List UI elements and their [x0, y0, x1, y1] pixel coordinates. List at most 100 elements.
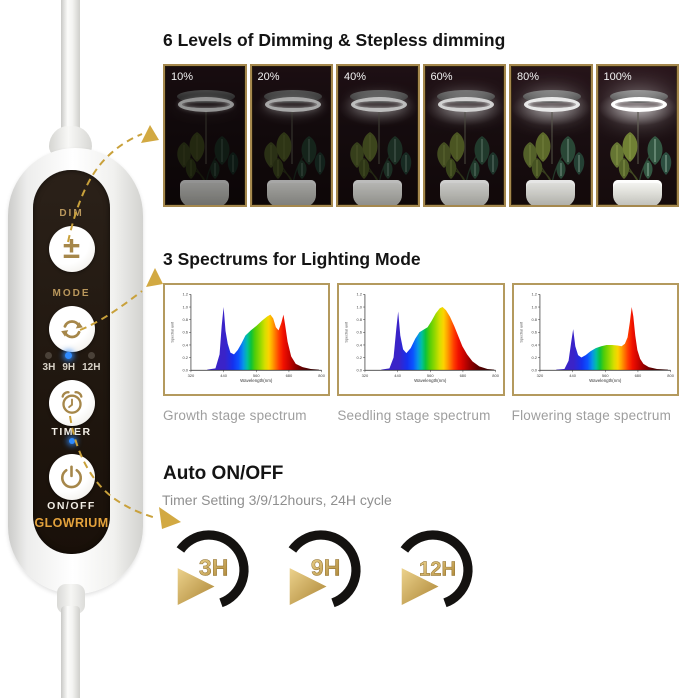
- svg-text:440: 440: [395, 373, 402, 378]
- power-cable-bottom: [61, 606, 80, 698]
- spectrum-chart-1: 0.0 0.2 0.4 0.6 0.8 1.0 1.2 320 440 560 680 800 Spe…: [337, 283, 505, 396]
- svg-text:Spectral unit: Spectral unit: [345, 321, 349, 343]
- svg-text:320: 320: [188, 373, 195, 378]
- dim-percent-label: 10%: [171, 71, 194, 83]
- svg-text:0.0: 0.0: [531, 368, 537, 373]
- timer-option-12h: 12H: [387, 524, 479, 621]
- plant-pot: [439, 180, 489, 205]
- svg-text:Wavelength(nm): Wavelength(nm): [240, 378, 273, 383]
- svg-text:1.0: 1.0: [182, 304, 188, 309]
- timer-cycle-icon: 9H: [288, 530, 361, 608]
- arrowhead-dim: [141, 125, 159, 143]
- svg-text:Wavelength(nm): Wavelength(nm): [415, 378, 448, 383]
- svg-text:12H: 12H: [419, 559, 456, 581]
- svg-text:560: 560: [427, 373, 434, 378]
- dim-percent-label: 20%: [257, 71, 280, 83]
- svg-text:560: 560: [253, 373, 260, 378]
- svg-text:680: 680: [460, 373, 467, 378]
- svg-text:440: 440: [569, 373, 576, 378]
- svg-text:1.0: 1.0: [357, 304, 363, 309]
- chart-caption-flowering: Flowering stage spectrum: [511, 408, 672, 423]
- plant-illustration: [436, 132, 498, 185]
- svg-text:1.2: 1.2: [357, 292, 363, 297]
- lamp-pole: [637, 110, 640, 164]
- timer-button-label: TIMER: [51, 426, 92, 438]
- plus-minus-icon: ±: [62, 230, 80, 265]
- svg-text:1.0: 1.0: [531, 304, 537, 309]
- spectrum-chart-svg: 0.0 0.2 0.4 0.6 0.8 1.0 1.2 320 440 560 680 800 Spe…: [519, 292, 674, 383]
- spectrum-caption-row: Growth stage spectrum Seedling stage spe…: [163, 408, 679, 423]
- plant-illustration: [609, 132, 671, 185]
- timer-options-row: 3H 9H 12H: [163, 524, 479, 621]
- play-triangle-icon: [289, 568, 327, 605]
- alarm-clock-icon: [61, 391, 83, 414]
- lamp-pole: [550, 110, 553, 164]
- svg-text:0.0: 0.0: [182, 368, 188, 373]
- dimming-row: 10% 20% 40% 60%: [163, 64, 679, 207]
- arrowhead-mode: [146, 268, 163, 287]
- plant-pot: [266, 180, 316, 205]
- play-triangle-icon: [401, 568, 439, 605]
- dim-percent-label: 80%: [517, 71, 540, 83]
- svg-text:0.8: 0.8: [357, 317, 363, 322]
- timer-led-12h: 12H: [82, 352, 100, 373]
- auto-section-title: Auto ON/OFF: [163, 463, 284, 484]
- spectrum-chart-row: 0.0 0.2 0.4 0.6 0.8 1.0 1.2 320 440 560 680 800 Spe…: [163, 283, 679, 396]
- dim-button-label: DIM: [59, 208, 84, 219]
- spectrum-chart-svg: 0.0 0.2 0.4 0.6 0.8 1.0 1.2 320 440 560 680 800 Spe…: [171, 292, 326, 383]
- dim-level-image-10%: 10%: [163, 64, 247, 207]
- dim-percent-label: 60%: [430, 71, 453, 83]
- svg-text:0.4: 0.4: [182, 342, 188, 347]
- status-led: [68, 438, 75, 444]
- cycle-arrows-icon: [60, 320, 83, 339]
- svg-text:Wavelength(nm): Wavelength(nm): [589, 378, 622, 383]
- svg-text:0.2: 0.2: [182, 355, 188, 360]
- timer-cycle-icon: 3H: [176, 530, 249, 608]
- led-label: 12H: [82, 362, 101, 373]
- lamp-pole: [464, 110, 467, 164]
- plant-pot: [353, 180, 403, 205]
- led-label: 3H: [42, 362, 56, 373]
- brand-logo: GLOWRIUM: [34, 516, 109, 530]
- timer-led-3h: 3H: [42, 352, 56, 373]
- dim-level-image-40%: 40%: [336, 64, 420, 207]
- plant-pot: [526, 180, 576, 205]
- led-label: 9H: [62, 362, 76, 373]
- svg-text:800: 800: [493, 373, 500, 378]
- svg-text:680: 680: [634, 373, 641, 378]
- svg-text:1.2: 1.2: [531, 292, 537, 297]
- plant-pot: [180, 180, 230, 205]
- svg-text:0.8: 0.8: [182, 317, 188, 322]
- plant-illustration: [523, 132, 585, 185]
- svg-text:320: 320: [362, 373, 369, 378]
- ring-light: [178, 97, 234, 112]
- power-cable-top: [61, 0, 80, 134]
- svg-text:320: 320: [536, 373, 543, 378]
- svg-text:0.2: 0.2: [531, 355, 537, 360]
- svg-text:0.4: 0.4: [531, 342, 537, 347]
- svg-text:0.6: 0.6: [182, 330, 188, 335]
- spectrum-section-title: 3 Spectrums for Lighting Mode: [163, 249, 421, 269]
- ring-light: [351, 97, 407, 112]
- chart-caption-seedling: Seedling stage spectrum: [337, 408, 491, 423]
- auto-section-subtitle: Timer Setting 3/9/12hours, 24H cycle: [162, 492, 392, 508]
- svg-text:0.4: 0.4: [357, 342, 363, 347]
- svg-text:0.8: 0.8: [531, 317, 537, 322]
- dim-level-image-80%: 80%: [509, 64, 593, 207]
- play-triangle-icon: [177, 568, 215, 605]
- dim-percent-label: 40%: [344, 71, 367, 83]
- power-button: [48, 454, 95, 500]
- svg-text:0.6: 0.6: [357, 330, 363, 335]
- dim-percent-label: 100%: [603, 71, 632, 83]
- mode-button-label: MODE: [52, 288, 91, 299]
- svg-text:9H: 9H: [311, 555, 340, 581]
- timer-led-9h: 9H: [62, 352, 75, 373]
- ring-light: [610, 97, 667, 112]
- ring-light: [437, 97, 494, 112]
- lamp-pole: [204, 110, 207, 164]
- controller-body: DIM ± MODE 3H 9H 12H: [8, 148, 143, 594]
- lamp-pole: [377, 110, 380, 164]
- svg-text:0.6: 0.6: [531, 330, 537, 335]
- lamp-pole: [291, 110, 294, 164]
- svg-text:0.0: 0.0: [357, 368, 363, 373]
